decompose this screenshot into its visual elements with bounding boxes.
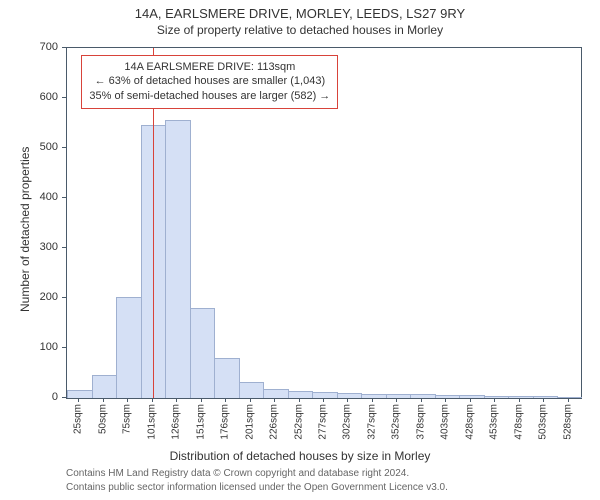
xtick-label: 378sqm <box>415 404 426 440</box>
xtick-label: 302sqm <box>342 404 353 440</box>
ytick-mark <box>62 347 66 348</box>
xtick-label: 252sqm <box>293 404 304 440</box>
xtick-mark <box>127 398 128 402</box>
y-axis-label: Number of detached properties <box>18 147 32 312</box>
histogram-bar <box>410 394 435 398</box>
histogram-bar <box>361 394 386 399</box>
histogram-bar <box>508 396 533 398</box>
footer-line-2: Contains public sector information licen… <box>66 481 448 495</box>
ytick-mark <box>62 197 66 198</box>
xtick-label: 201sqm <box>244 404 255 440</box>
xtick-mark <box>250 398 251 402</box>
xtick-label: 403sqm <box>440 404 451 440</box>
xtick-mark <box>494 398 495 402</box>
xtick-mark <box>445 398 446 402</box>
xtick-label: 50sqm <box>97 404 108 434</box>
histogram-bar <box>92 375 117 399</box>
info-box: 14A EARLSMERE DRIVE: 113sqm← 63% of deta… <box>81 55 338 110</box>
ytick-mark <box>62 397 66 398</box>
ytick-mark <box>62 147 66 148</box>
xtick-label: 428sqm <box>464 404 475 440</box>
histogram-bar <box>435 395 460 399</box>
page-title: 14A, EARLSMERE DRIVE, MORLEY, LEEDS, LS2… <box>0 0 600 21</box>
histogram-bar <box>459 395 484 398</box>
xtick-label: 126sqm <box>171 404 182 440</box>
xtick-label: 226sqm <box>269 404 280 440</box>
info-box-line: ← 63% of detached houses are smaller (1,… <box>89 74 330 89</box>
ytick-label: 0 <box>26 391 58 403</box>
xtick-mark <box>225 398 226 402</box>
xtick-mark <box>421 398 422 402</box>
xtick-label: 176sqm <box>220 404 231 440</box>
histogram-bar <box>533 396 558 398</box>
xtick-mark <box>543 398 544 402</box>
histogram-bar <box>288 391 313 398</box>
histogram-bar <box>263 389 288 399</box>
ytick-label: 700 <box>26 41 58 53</box>
xtick-mark <box>78 398 79 402</box>
xtick-label: 75sqm <box>122 404 133 434</box>
xtick-mark <box>274 398 275 402</box>
ytick-mark <box>62 297 66 298</box>
ytick-label: 600 <box>26 91 58 103</box>
histogram-bar <box>165 120 190 399</box>
histogram-bar <box>312 392 337 398</box>
xtick-label: 352sqm <box>391 404 402 440</box>
histogram-bar <box>239 382 264 398</box>
histogram-bar <box>386 394 411 398</box>
page-subtitle: Size of property relative to detached ho… <box>0 23 600 37</box>
xtick-mark <box>299 398 300 402</box>
histogram-bar <box>337 393 362 398</box>
ytick-mark <box>62 97 66 98</box>
xtick-mark <box>152 398 153 402</box>
xtick-label: 25sqm <box>73 404 84 434</box>
xtick-mark <box>396 398 397 402</box>
info-box-line: 35% of semi-detached houses are larger (… <box>89 89 330 104</box>
info-box-line: 14A EARLSMERE DRIVE: 113sqm <box>89 60 330 75</box>
xtick-mark <box>470 398 471 402</box>
xtick-mark <box>372 398 373 402</box>
xtick-mark <box>347 398 348 402</box>
xtick-label: 528sqm <box>562 404 573 440</box>
xtick-mark <box>176 398 177 402</box>
ytick-mark <box>62 247 66 248</box>
histogram-bar <box>190 308 215 398</box>
xtick-label: 453sqm <box>489 404 500 440</box>
histogram-bar <box>484 396 509 399</box>
xtick-label: 101sqm <box>146 404 157 440</box>
footer-line-1: Contains HM Land Registry data © Crown c… <box>66 467 448 481</box>
histogram-bar <box>116 297 141 398</box>
xtick-mark <box>201 398 202 402</box>
xtick-label: 327sqm <box>366 404 377 440</box>
xtick-label: 151sqm <box>195 404 206 440</box>
xtick-mark <box>519 398 520 402</box>
ytick-mark <box>62 47 66 48</box>
xtick-mark <box>568 398 569 402</box>
footer: Contains HM Land Registry data © Crown c… <box>66 467 448 494</box>
xtick-label: 478sqm <box>513 404 524 440</box>
xtick-mark <box>323 398 324 402</box>
xtick-label: 503sqm <box>538 404 549 440</box>
histogram-bar <box>67 390 92 399</box>
xtick-label: 277sqm <box>318 404 329 440</box>
histogram-bar <box>557 397 582 399</box>
x-axis-label: Distribution of detached houses by size … <box>0 449 600 463</box>
histogram-bar <box>214 358 239 398</box>
xtick-mark <box>103 398 104 402</box>
ytick-label: 100 <box>26 341 58 353</box>
